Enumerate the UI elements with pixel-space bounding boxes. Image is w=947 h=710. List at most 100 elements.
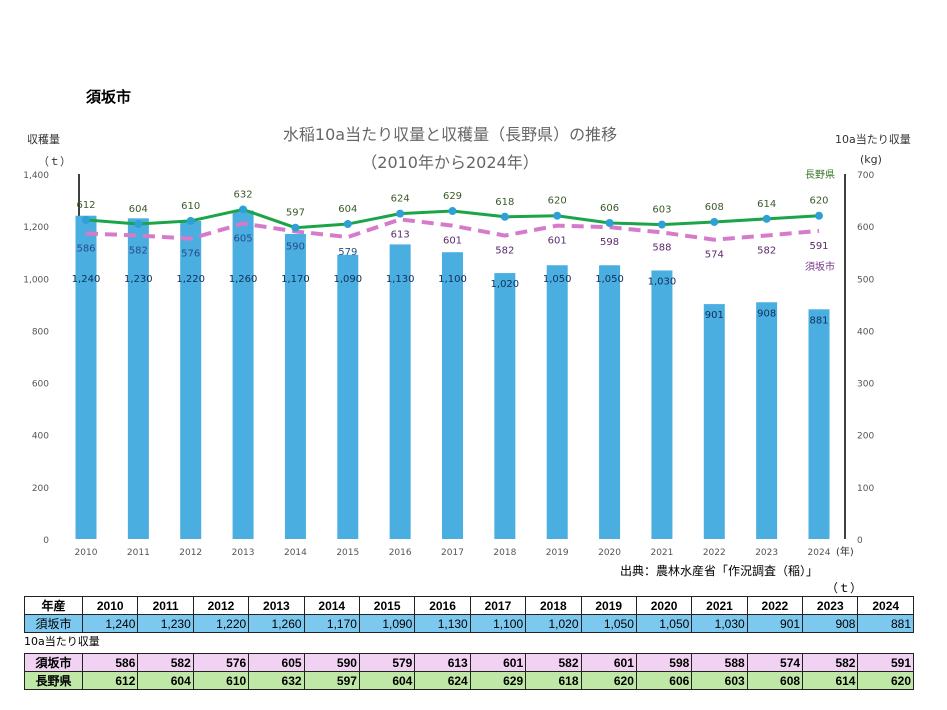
table-cell: 582 [802,653,859,672]
table-cell: 1,220 [192,614,250,633]
nagano-marker [186,216,195,225]
table-cell: 601 [469,653,527,672]
y-tick-left: 0 [43,536,49,546]
bar-data-label: 1,050 [543,274,572,285]
y-tick-right: 600 [857,223,874,233]
bar [180,220,202,539]
x-tick: 2011 [127,548,150,558]
table-cell: 582 [137,653,194,672]
bar-data-label: 1,220 [176,274,205,285]
table-cell: 629 [469,671,527,690]
table-cell: 597 [303,671,360,690]
table-cell: 582 [525,653,582,672]
year-header-cell: 2023 [802,596,859,615]
x-tick: 2020 [598,548,621,558]
table-cell: 601 [580,653,637,672]
bar-data-label: 908 [757,308,776,319]
y-axis-right-unit: (kg) [860,153,882,166]
year-header-cell: 2011 [137,596,194,615]
chart: 水稲10a当たり収量と収穫量（長野県）の推移 （2010年から2024年） 収穫量 （… [23,125,911,558]
year-header-cell: 2020 [635,596,693,615]
chart-title: 水稲10a当たり収量と収穫量（長野県）の推移 [283,125,617,144]
bar-data-label: 1,240 [72,274,101,285]
y-tick-right: 400 [857,327,874,337]
table-cell: 608 [746,671,804,690]
suzaka-data-label: 601 [443,236,462,247]
table-cell: 1,230 [137,614,194,633]
suzaka-data-label: 579 [338,247,357,258]
year-header-cell: 2016 [414,596,471,615]
nagano-marker [291,223,300,232]
table-cell: 618 [525,671,582,690]
table-row: 長野県 612 604 610 632 597 604 624 629 618 620 606 603 6… [24,671,914,690]
year-header-cell: 2015 [358,596,416,615]
row-label: 長野県 [24,671,83,690]
legend-suzaka: 須坂市 [805,260,835,273]
nagano-data-label: 604 [129,204,148,215]
table-cell: 1,020 [525,614,582,633]
x-tick: 2013 [232,548,255,558]
nagano-marker [500,212,509,221]
y-tick-right: 300 [857,380,874,390]
nagano-data-label: 632 [234,189,253,200]
y-axis-left-label: 収穫量 [27,133,60,146]
bar [75,215,97,539]
table-cell: 579 [358,653,416,672]
y-tick-left: 1,200 [23,223,49,233]
nagano-data-label: 606 [600,203,619,214]
suzaka-data-label: 582 [495,246,514,257]
table-cell: 1,050 [635,614,693,633]
bar-data-label: 1,100 [438,274,467,285]
x-tick: 2012 [179,548,202,558]
table-cell: 632 [248,671,305,690]
year-header-cell: 2022 [746,596,804,615]
harvest-unit: （ｔ） [826,581,863,595]
suzaka-data-label: 582 [129,246,148,257]
table-cell: 1,240 [81,614,139,633]
suzaka-data-label: 590 [286,241,305,252]
nagano-marker [605,219,614,228]
bar-data-label: 1,030 [648,276,677,287]
table-cell: 1,100 [469,614,527,633]
year-header-cell: 2019 [580,596,637,615]
nagano-data-label: 618 [495,197,514,208]
table-cell: 1,130 [414,614,471,633]
table-cell: 574 [746,653,804,672]
y-tick-left: 1,000 [23,275,49,285]
suzaka-data-label: 574 [705,250,724,261]
bar-data-label: 1,020 [491,279,520,290]
y-tick-right: 100 [857,484,874,494]
y-axis-left-unit: （ｔ） [38,155,71,168]
nagano-data-label: 620 [809,196,828,207]
bar [546,265,568,539]
y-tick-right: 500 [857,275,874,285]
bar-data-label: 1,260 [229,274,258,285]
bar [703,304,725,539]
y-tick-right: 0 [857,536,863,546]
nagano-data-label: 608 [705,202,724,213]
year-header-cell: 2021 [691,596,748,615]
table-cell: 908 [802,614,859,633]
y-tick-left: 400 [32,432,49,442]
table-cell: 1,050 [580,614,637,633]
table-cell: 603 [691,671,748,690]
harvest-table: 年産 2010 2011 2012 2013 2014 2015 2016 2017 2018 20… [24,596,914,633]
table-cell: 588 [691,653,748,672]
bar [599,265,621,539]
x-axis-unit: (年) [836,545,854,558]
x-tick: 2022 [703,548,726,558]
table-cell: 612 [81,671,139,690]
bar-data-label: 901 [705,310,724,321]
bar [756,302,778,539]
x-tick: 2015 [336,548,359,558]
nagano-data-label: 612 [76,200,95,211]
nagano-marker [134,220,143,229]
bar [232,210,254,539]
suzaka-data-label: 601 [548,236,567,247]
nagano-marker [657,220,666,229]
nagano-marker [815,211,823,220]
year-header-cell: 2024 [857,596,914,615]
nagano-marker [396,209,405,218]
bar-data-label: 1,130 [386,274,415,285]
